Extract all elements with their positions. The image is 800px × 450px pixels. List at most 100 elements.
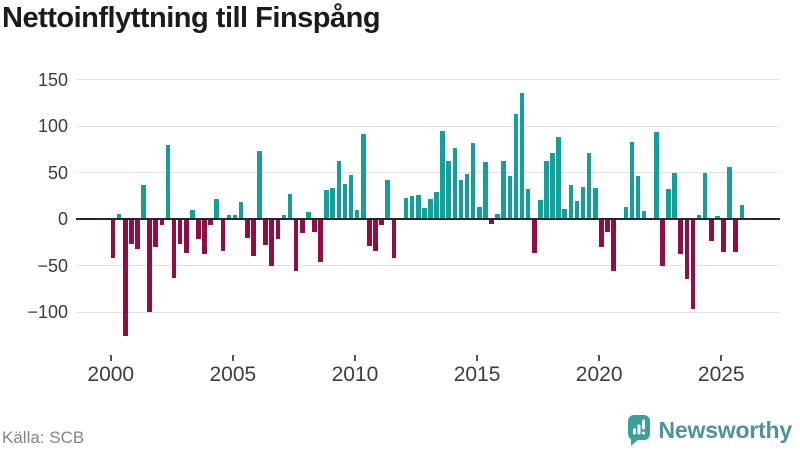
bar-2024Q1 [696, 215, 702, 219]
bar-2025Q4 [739, 205, 745, 219]
bar-2003Q4 [202, 219, 207, 255]
gridline--100 [76, 311, 780, 313]
bar-2014Q1 [452, 148, 458, 219]
bar-2016Q2 [507, 176, 513, 219]
bar-chart-plot-area: 150 100 50 0 −50 −100 2000 2005 2010 2015 2020 2025 [27, 69, 780, 386]
bar-2012Q2 [409, 195, 415, 219]
bar-2013Q3 [440, 130, 445, 219]
bar-2014Q2 [458, 179, 464, 219]
bar-2003Q2 [190, 209, 195, 219]
bar-2023Q2 [678, 219, 684, 255]
bar-2020Q1 [599, 219, 604, 247]
gridline-100 [76, 125, 780, 127]
newsworthy-wordmark: Newsworthy [658, 417, 793, 443]
bar-2009Q2 [336, 161, 342, 219]
bar-2005Q2 [238, 202, 244, 219]
bar-2001Q3 [147, 219, 152, 312]
bar-2005Q3 [245, 219, 250, 238]
x-tick-2005 [231, 355, 234, 361]
bar-2010Q3 [367, 219, 372, 246]
bar-2019Q4 [592, 188, 598, 219]
bar-2019Q1 [574, 201, 580, 219]
bar-2000Q1 [110, 219, 116, 259]
y-axis-label-0: 0 [57, 209, 68, 229]
newsworthy-bubble-chart-icon [627, 415, 650, 446]
bar-2015Q3 [489, 219, 494, 224]
bar-2008Q2 [312, 219, 317, 233]
gridline--50 [76, 265, 780, 266]
y-axis-label-150: 150 [37, 69, 68, 90]
bar-2014Q4 [470, 142, 476, 219]
bar-2012Q4 [422, 207, 427, 219]
bar-2017Q3 [538, 200, 543, 219]
x-axis-label-2015: 2015 [453, 363, 501, 386]
bar-2020Q3 [611, 219, 616, 272]
bar-2011Q1 [379, 219, 384, 225]
bar-2025Q2 [727, 166, 732, 219]
bar-2011Q3 [391, 219, 397, 259]
bar-2007Q1 [281, 215, 287, 219]
bar-2013Q1 [428, 199, 433, 219]
bar-2004Q3 [220, 219, 226, 251]
bar-2024Q4 [715, 216, 720, 219]
y-axis-label--100: −100 [27, 302, 68, 322]
x-tick-2020 [598, 355, 601, 361]
bar-2016Q1 [501, 161, 506, 219]
bar-2013Q2 [434, 192, 439, 219]
bar-2021Q3 [635, 176, 641, 219]
y-axis-label-100: 100 [37, 116, 68, 136]
bar-2000Q2 [116, 214, 122, 219]
bar-2008Q3 [318, 219, 323, 262]
bar-2019Q2 [580, 187, 586, 219]
bar-2009Q4 [348, 175, 354, 219]
bar-2009Q3 [342, 183, 348, 219]
x-tick-2000 [109, 355, 112, 361]
bar-2011Q2 [385, 179, 391, 219]
bar-2006Q1 [257, 151, 262, 219]
bar-2003Q1 [183, 219, 189, 254]
bar-2018Q4 [568, 184, 574, 219]
bar-2025Q3 [733, 219, 738, 253]
bar-2006Q2 [263, 219, 268, 246]
bar-2017Q4 [544, 161, 549, 219]
bar-2021Q2 [629, 141, 635, 219]
x-axis-label-2000: 2000 [87, 363, 135, 386]
bar-2005Q4 [251, 219, 256, 257]
x-tick-2025 [720, 355, 723, 361]
bar-2004Q1 [208, 219, 213, 225]
bar-2000Q3 [122, 219, 128, 337]
gridline-50 [76, 172, 780, 173]
bar-2022Q4 [666, 189, 671, 219]
bar-2004Q2 [214, 199, 220, 219]
bar-2023Q3 [684, 219, 690, 279]
bar-2023Q1 [672, 173, 677, 219]
bar-2004Q4 [226, 215, 232, 219]
bar-2002Q4 [177, 219, 183, 245]
bar-2000Q4 [129, 219, 134, 245]
bar-2023Q4 [690, 219, 696, 310]
x-axis-label-2020: 2020 [575, 363, 623, 386]
bar-2010Q2 [361, 134, 366, 219]
bar-2002Q3 [171, 219, 177, 278]
bar-2019Q3 [586, 152, 592, 219]
bar-2025Q1 [721, 219, 726, 252]
zero-axis-line [76, 217, 780, 221]
chart-title: Nettoinflyttning till Finspång [2, 2, 381, 34]
bar-2022Q2 [654, 131, 659, 219]
bar-2007Q3 [293, 219, 299, 272]
newsworthy-logo[interactable]: Newsworthy [627, 414, 793, 447]
bar-2024Q2 [702, 173, 708, 219]
bar-2017Q2 [531, 219, 537, 254]
bar-2001Q4 [153, 219, 159, 247]
bar-2007Q4 [299, 219, 305, 233]
bar-2017Q1 [525, 189, 531, 219]
bar-2024Q3 [708, 219, 714, 242]
x-axis-label-2005: 2005 [209, 363, 257, 386]
bar-2021Q4 [641, 210, 647, 219]
bar-2014Q3 [464, 174, 470, 219]
x-axis-label-2010: 2010 [331, 363, 379, 386]
source-label: Källa: SCB [2, 428, 85, 447]
bar-2015Q4 [495, 214, 500, 219]
bar-2021Q1 [623, 206, 629, 219]
